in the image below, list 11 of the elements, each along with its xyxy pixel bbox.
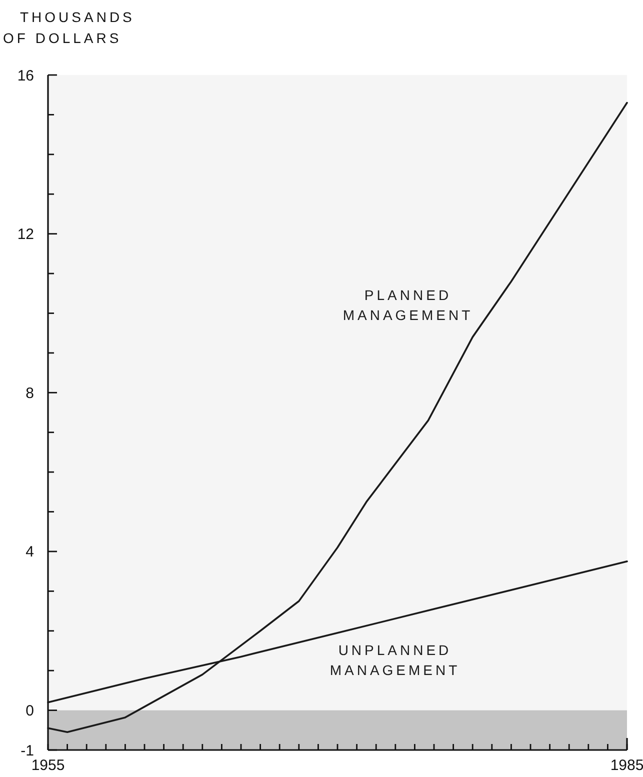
x-tick-label: 1985 bbox=[610, 757, 643, 774]
y-tick-label: 8 bbox=[26, 384, 34, 402]
series-label: PLANNED MANAGEMENT bbox=[342, 287, 474, 323]
series-label: UNPLANNED MANAGEMENT bbox=[330, 642, 460, 678]
y-tick-label: 16 bbox=[17, 67, 34, 84]
y-tick-label: 0 bbox=[26, 702, 34, 720]
y-tick-label: 12 bbox=[17, 226, 34, 244]
y-tick-label: -1 bbox=[20, 742, 34, 760]
y-tick-label: 4 bbox=[26, 544, 34, 561]
y-axis-title: THOUSANDS OF DOLLARS bbox=[3, 9, 135, 46]
x-tick-label: 1955 bbox=[31, 757, 65, 774]
